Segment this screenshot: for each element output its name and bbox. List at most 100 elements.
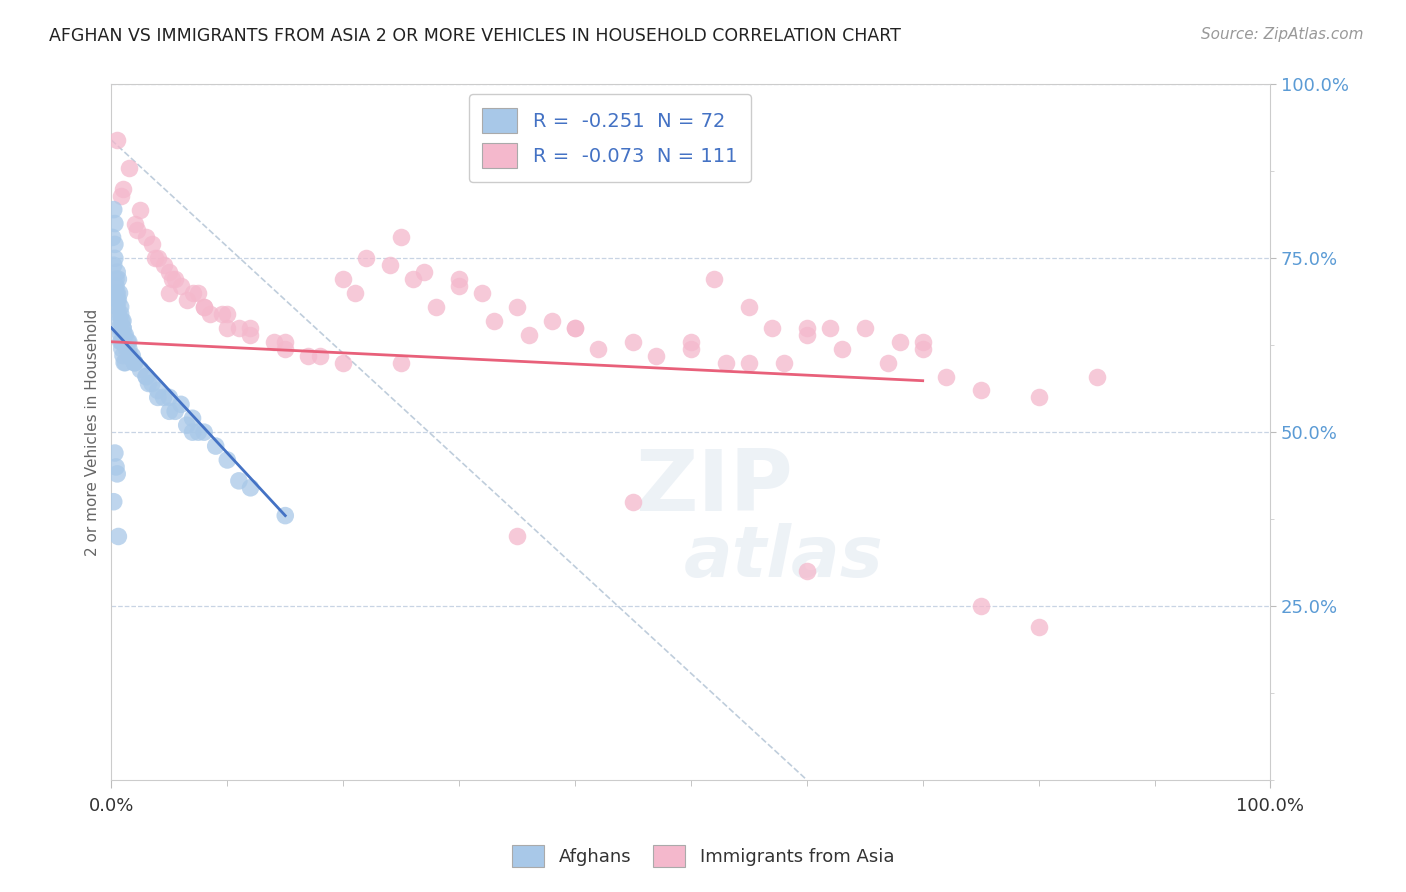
Point xyxy=(217,453,239,467)
Point xyxy=(181,425,204,439)
Point xyxy=(110,334,132,349)
Point xyxy=(170,397,193,411)
Point xyxy=(482,314,505,328)
Point xyxy=(911,334,934,349)
Point xyxy=(105,286,128,301)
Point xyxy=(105,265,128,279)
Point xyxy=(110,188,132,202)
Point xyxy=(198,307,221,321)
Point xyxy=(118,161,141,175)
Point xyxy=(110,327,132,342)
Point xyxy=(114,356,136,370)
Point xyxy=(111,314,134,328)
Point xyxy=(413,265,436,279)
Point xyxy=(187,425,209,439)
Point xyxy=(118,342,141,356)
Point xyxy=(402,272,425,286)
Point xyxy=(118,349,141,363)
Point xyxy=(796,327,818,342)
Point xyxy=(818,321,841,335)
Point xyxy=(111,349,134,363)
Point xyxy=(105,286,128,301)
Point xyxy=(239,321,262,335)
Point xyxy=(877,356,900,370)
Point xyxy=(343,286,366,301)
Point xyxy=(389,230,412,244)
Point xyxy=(274,334,297,349)
Point xyxy=(217,307,239,321)
Point xyxy=(425,300,447,314)
Point xyxy=(176,293,198,307)
Point xyxy=(124,356,146,370)
Point xyxy=(104,252,127,266)
Point xyxy=(103,494,125,508)
Point xyxy=(108,286,131,301)
Text: AFGHAN VS IMMIGRANTS FROM ASIA 2 OR MORE VEHICLES IN HOUSEHOLD CORRELATION CHART: AFGHAN VS IMMIGRANTS FROM ASIA 2 OR MORE… xyxy=(49,27,901,45)
Point xyxy=(1028,391,1050,405)
Point xyxy=(105,300,128,314)
Point xyxy=(679,334,702,349)
Point xyxy=(103,202,125,217)
Point xyxy=(193,425,215,439)
Legend: Afghans, Immigrants from Asia: Afghans, Immigrants from Asia xyxy=(505,838,901,874)
Point xyxy=(889,334,911,349)
Point xyxy=(228,474,250,488)
Point xyxy=(111,314,134,328)
Point xyxy=(108,321,131,335)
Point xyxy=(506,529,529,543)
Point xyxy=(297,349,319,363)
Point xyxy=(274,508,297,523)
Point xyxy=(111,321,134,335)
Point xyxy=(107,293,129,307)
Point xyxy=(111,182,134,196)
Point xyxy=(105,133,128,147)
Point xyxy=(471,286,494,301)
Point xyxy=(679,342,702,356)
Point xyxy=(157,391,180,405)
Point xyxy=(796,321,818,335)
Point xyxy=(103,258,125,272)
Point xyxy=(540,314,562,328)
Point xyxy=(141,237,163,252)
Point xyxy=(211,307,233,321)
Point xyxy=(152,258,174,272)
Point xyxy=(157,286,180,301)
Point xyxy=(309,349,332,363)
Point xyxy=(170,279,193,293)
Point xyxy=(135,230,157,244)
Point xyxy=(263,334,285,349)
Point xyxy=(449,279,471,293)
Point xyxy=(118,334,141,349)
Point xyxy=(204,439,226,453)
Point xyxy=(165,404,187,418)
Point xyxy=(146,252,169,266)
Point xyxy=(193,300,215,314)
Point xyxy=(586,342,609,356)
Point xyxy=(193,300,215,314)
Point xyxy=(115,342,138,356)
Point xyxy=(105,459,128,474)
Point xyxy=(564,321,586,335)
Point xyxy=(111,334,134,349)
Point xyxy=(125,223,148,237)
Point xyxy=(239,327,262,342)
Point xyxy=(104,446,127,460)
Point xyxy=(356,252,378,266)
Point xyxy=(141,376,163,391)
Point xyxy=(146,384,169,398)
Point xyxy=(703,272,725,286)
Point xyxy=(138,376,160,391)
Point xyxy=(911,342,934,356)
Point xyxy=(506,300,529,314)
Point xyxy=(645,349,668,363)
Legend: R =  -0.251  N = 72, R =  -0.073  N = 111: R = -0.251 N = 72, R = -0.073 N = 111 xyxy=(468,95,751,182)
Point xyxy=(157,265,180,279)
Point xyxy=(121,349,143,363)
Point xyxy=(112,356,135,370)
Y-axis label: 2 or more Vehicles in Household: 2 or more Vehicles in Household xyxy=(86,309,100,556)
Point xyxy=(108,314,131,328)
Point xyxy=(714,356,737,370)
Point xyxy=(129,362,152,376)
Point xyxy=(389,356,412,370)
Point xyxy=(124,356,146,370)
